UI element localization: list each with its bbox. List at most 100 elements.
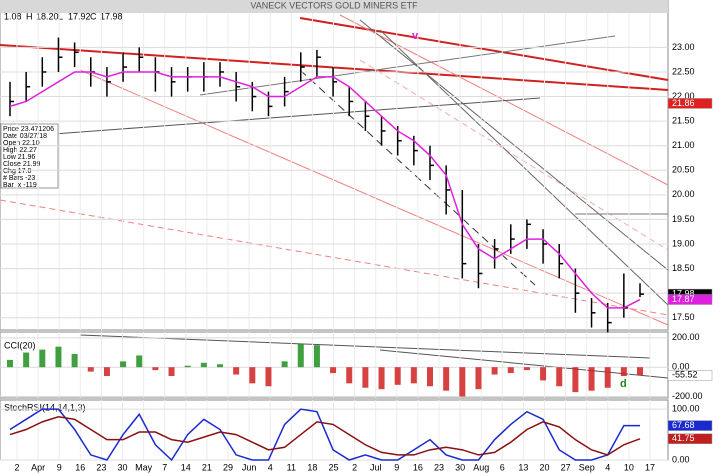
- bar: [572, 367, 579, 393]
- series-line: [9, 416, 641, 456]
- x-tick-label: 2: [14, 462, 19, 472]
- y-tick-label: 22.00: [672, 91, 695, 101]
- header-text: L: [58, 11, 63, 21]
- bar: [217, 364, 223, 368]
- x-tick-label: 23: [96, 462, 106, 472]
- panel-title: CCI(20): [4, 340, 36, 350]
- price-marker-label: 67.68: [672, 420, 695, 430]
- bar: [620, 367, 627, 376]
- y-tick-label: 17.50: [672, 312, 695, 322]
- trendline: [79, 69, 669, 326]
- header-text: 17.92: [68, 11, 91, 21]
- price-marker-label: 17.98: [672, 288, 695, 298]
- bar: [556, 367, 563, 387]
- x-tick-label: 6: [500, 462, 505, 472]
- bar: [394, 367, 401, 385]
- x-tick-label: 9: [394, 462, 399, 472]
- x-tick-label: 9: [57, 462, 62, 472]
- header-text: C: [90, 11, 97, 21]
- x-tick-label: 30: [117, 462, 127, 472]
- bar: [39, 349, 46, 368]
- trendline: [199, 35, 616, 96]
- trendline: [379, 29, 669, 306]
- annotation: d: [620, 378, 627, 390]
- x-tick-label: 7: [162, 462, 167, 472]
- bar: [459, 367, 466, 397]
- y-tick-label: 20.50: [672, 165, 695, 175]
- bar: [378, 367, 385, 390]
- bar: [491, 367, 498, 375]
- bar: [313, 345, 320, 368]
- info-text: Date 03/27/18: [3, 133, 47, 140]
- y-tick-label: 20.00: [672, 189, 695, 199]
- x-tick-label: Sep: [579, 462, 595, 472]
- trendline: [39, 97, 541, 136]
- bar: [7, 359, 13, 368]
- panel-title: StochRSI(14,14,1,3): [4, 402, 86, 412]
- y-tick-label: 21.00: [672, 140, 695, 150]
- x-tick-label: 29: [223, 462, 233, 472]
- x-tick-label: Jun: [242, 462, 257, 472]
- y-tick-label: 18.50: [672, 263, 695, 273]
- bar: [330, 367, 337, 374]
- bar: [136, 355, 143, 368]
- bar: [588, 367, 595, 391]
- x-tick-label: May: [135, 462, 153, 472]
- bar: [540, 367, 547, 381]
- header-text: H: [26, 11, 33, 21]
- price-marker-label: -55.52: [672, 370, 698, 380]
- x-tick-label: 17: [645, 462, 655, 472]
- y-tick-label: 200.00: [672, 332, 700, 342]
- bar: [507, 367, 514, 374]
- series-line: [9, 408, 640, 462]
- bar: [23, 352, 30, 368]
- annotation: v: [412, 30, 419, 42]
- bar: [297, 343, 304, 368]
- price-marker-label: 21.86: [672, 98, 695, 108]
- price-marker-box: [667, 370, 713, 381]
- bar: [362, 367, 369, 388]
- x-tick-label: 13: [518, 462, 528, 472]
- trendline: [359, 59, 669, 251]
- y-tick-label: 21.50: [672, 115, 695, 125]
- x-tick-label: 4: [268, 462, 273, 472]
- info-text: Close 21.99: [3, 161, 40, 168]
- bar: [71, 354, 78, 368]
- info-box: [0, 123, 59, 189]
- info-text: Open 22.10: [3, 140, 40, 147]
- header-text: 17.98: [100, 11, 123, 21]
- header-text: 18.20: [36, 11, 59, 21]
- trendline: [299, 17, 669, 81]
- trendline: [79, 334, 651, 359]
- bar: [200, 362, 207, 368]
- bar: [410, 367, 417, 384]
- x-tick-label: 18: [307, 462, 317, 472]
- bar: [249, 367, 256, 384]
- info-text: Bar Ix -119: [3, 182, 37, 189]
- x-tick-label: 25: [328, 462, 338, 472]
- info-text: Low 21.96: [3, 154, 35, 161]
- trendline: [359, 19, 669, 271]
- bar: [346, 367, 353, 384]
- x-tick-label: Aug: [473, 462, 489, 472]
- y-tick-label: 0.00: [672, 454, 690, 464]
- x-tick-label: 14: [181, 462, 191, 472]
- x-tick-label: 30: [455, 462, 465, 472]
- y-tick-label: 100.00: [672, 404, 700, 414]
- x-tick-label: 10: [624, 462, 634, 472]
- price-marker-box: [667, 294, 713, 305]
- x-tick-label: 11: [287, 462, 296, 472]
- info-text: Price 23.471206: [3, 126, 54, 133]
- info-text: # Bars -23: [3, 175, 35, 182]
- price-marker-label: 17.87: [672, 294, 695, 304]
- trendline: [379, 349, 669, 379]
- bar: [475, 367, 482, 390]
- price-marker-box: [667, 420, 713, 431]
- bar: [265, 367, 272, 387]
- bar: [604, 367, 611, 388]
- x-tick-label: 4: [605, 462, 610, 472]
- y-tick-label: 0.00: [672, 362, 690, 372]
- bar: [281, 361, 288, 368]
- y-tick-label: 19.00: [672, 238, 695, 248]
- x-tick-label: 2: [352, 462, 357, 472]
